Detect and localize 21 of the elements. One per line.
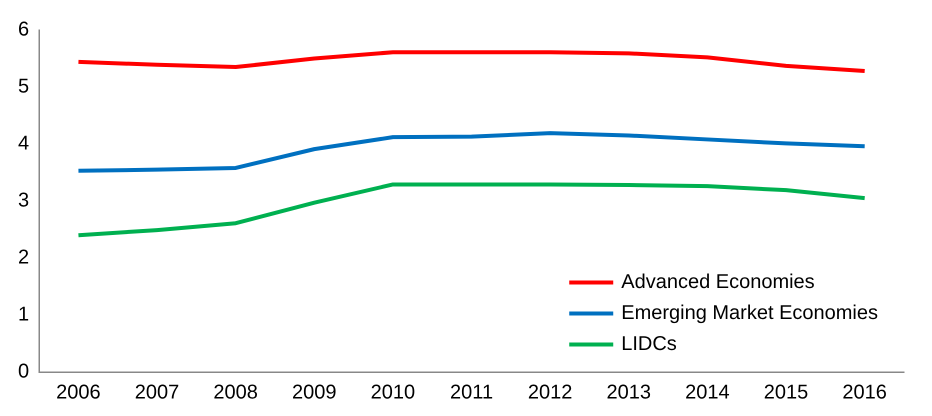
x-tick-label: 2008 [213,382,258,404]
x-tick-label: 2016 [842,382,887,404]
x-tick-label: 2006 [56,382,101,404]
legend-label: LIDCs [621,333,677,356]
x-tick-label: 2012 [528,382,572,404]
x-tick-label: 2015 [764,382,808,404]
y-tick-label: 5 [18,76,30,98]
x-tick-label: 2007 [134,382,180,404]
x-tick-label: 2013 [606,382,652,404]
y-tick-label: 6 [18,18,30,41]
x-tick-label: 2010 [370,382,416,404]
y-tick-label: 3 [18,190,30,212]
y-tick-label: 0 [18,360,30,383]
y-tick-label: 2 [18,246,30,269]
y-tick-label: 1 [18,304,30,326]
legend-label: Advanced Economies [621,271,815,294]
x-tick-label: 2011 [450,382,494,404]
y-tick-label: 4 [18,132,30,155]
legend-label: Emerging Market Economies [621,302,878,324]
x-tick-label: 2009 [292,382,337,404]
x-tick-label: 2014 [685,382,730,404]
